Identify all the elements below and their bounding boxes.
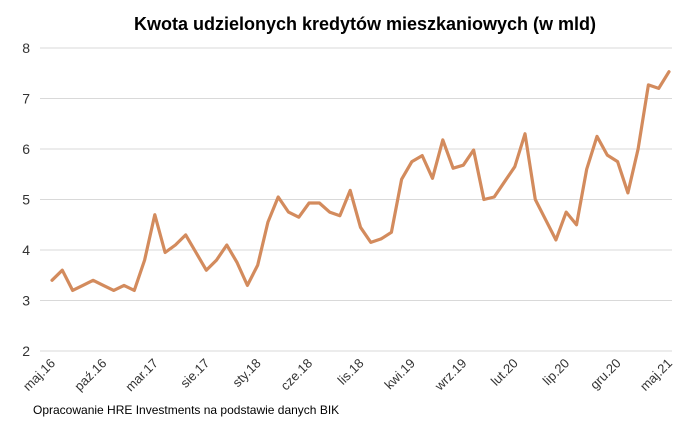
x-tick-label: kwi.19 (381, 356, 418, 393)
x-tick-label: gru.20 (587, 356, 624, 393)
x-tick-label: cze.18 (278, 356, 316, 394)
x-tick-label: lut.20 (488, 356, 521, 389)
y-tick-label: 5 (22, 192, 30, 208)
source-note: Opracowanie HRE Investments na podstawie… (33, 403, 340, 417)
y-tick-label: 4 (22, 242, 30, 258)
chart-title: Kwota udzielonych kredytów mieszkaniowyc… (133, 14, 597, 34)
y-tick-label: 8 (22, 40, 30, 56)
y-tick-label: 7 (22, 91, 30, 107)
y-tick-label: 2 (22, 343, 30, 359)
x-tick-label: paź.16 (71, 356, 109, 394)
x-tick-label: lis.18 (335, 356, 367, 388)
x-tick-label: maj.16 (20, 356, 58, 394)
x-tick-label: wrz.19 (431, 356, 469, 394)
x-tick-label: lip.20 (540, 356, 573, 389)
x-tick-label: maj.21 (637, 356, 675, 394)
x-tick-label: mar.17 (122, 356, 161, 395)
y-tick-label: 6 (22, 141, 30, 157)
x-tick-label: sie.17 (177, 356, 212, 391)
y-tick-label: 3 (22, 293, 30, 309)
series-line (50, 70, 671, 292)
x-tick-label: sty.18 (229, 356, 263, 390)
